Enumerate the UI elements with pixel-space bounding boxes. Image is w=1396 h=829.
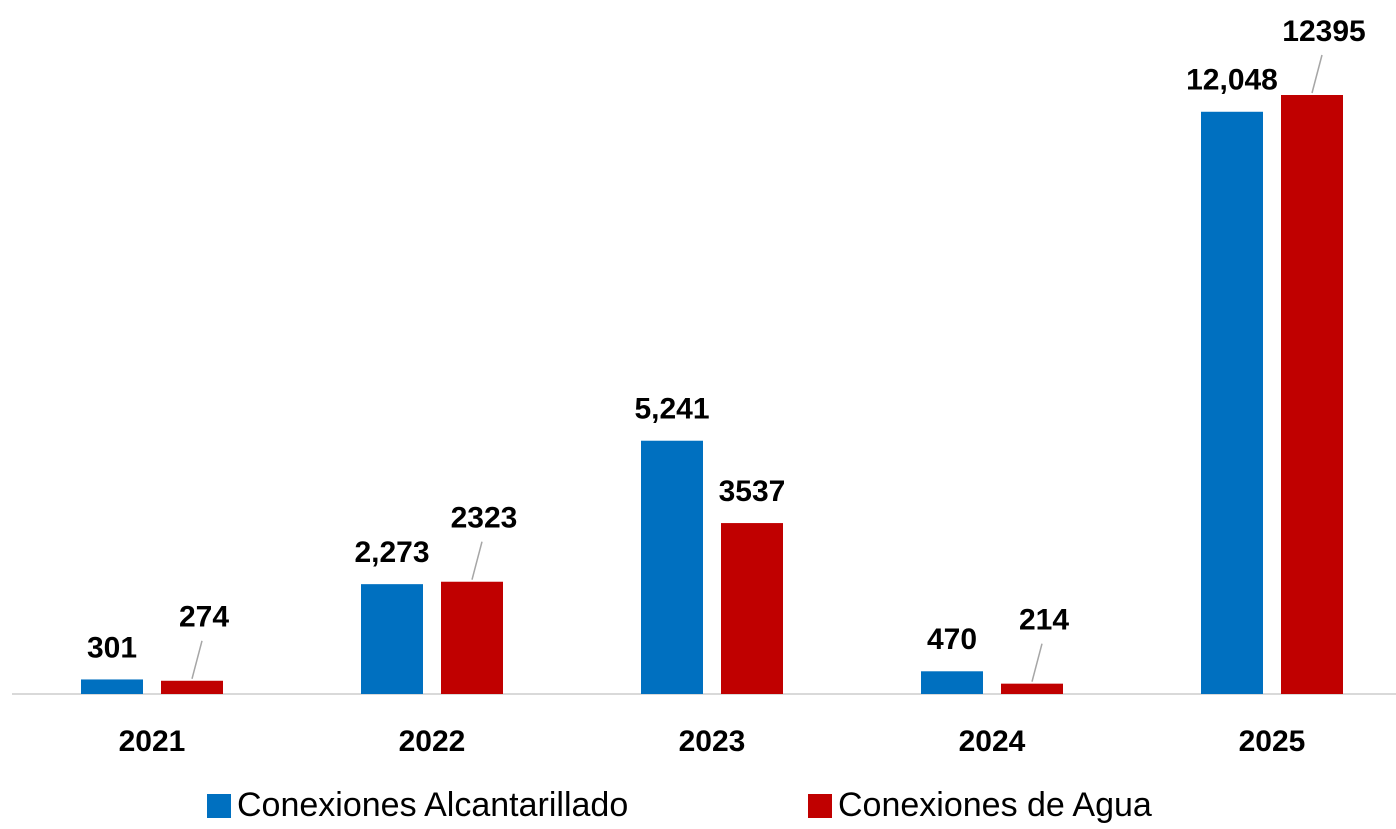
bar [1201,111,1263,694]
data-label: 12395 [1282,15,1365,48]
bar [161,680,223,694]
x-tick-label: 2025 [1239,725,1306,758]
legend-label: Conexiones Alcantarillado [237,786,628,824]
data-label: 2323 [451,502,518,535]
legend-label: Conexiones de Agua [838,786,1152,824]
data-label: 12,048 [1186,64,1278,97]
bar [1001,683,1063,694]
legend-swatch [808,794,832,818]
leader-line [191,640,203,679]
leader-line [1031,643,1043,682]
data-label: 470 [927,623,977,656]
data-label: 301 [87,631,137,664]
data-label: 2,273 [354,536,429,569]
data-label: 3537 [719,475,786,508]
x-tick-label: 2023 [679,725,746,758]
data-label: 5,241 [634,393,709,426]
leader-line [1311,54,1323,94]
bar [641,440,703,694]
bar [81,679,143,694]
bar [361,584,423,694]
bar [921,671,983,694]
bar [441,581,503,694]
bar [1281,95,1343,694]
x-tick-label: 2021 [119,725,186,758]
data-label: 214 [1019,604,1069,637]
data-label: 274 [179,601,229,634]
bar [721,523,783,694]
leader-line [471,541,483,580]
legend-swatch [207,794,231,818]
x-tick-label: 2024 [959,725,1026,758]
x-tick-label: 2022 [399,725,466,758]
